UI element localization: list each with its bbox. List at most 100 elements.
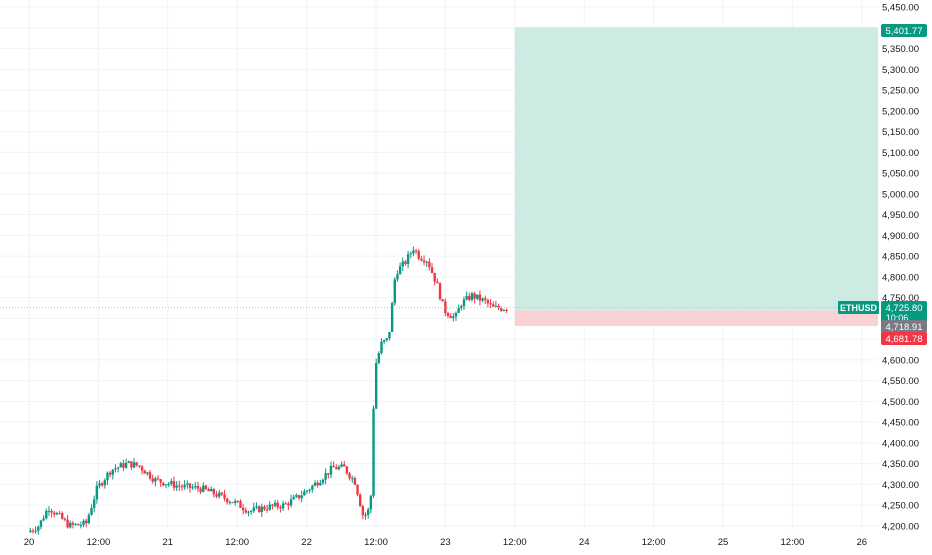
candle-body	[231, 502, 234, 504]
candle	[92, 495, 96, 513]
candle	[84, 518, 88, 528]
candle	[31, 528, 35, 534]
entry-price-label: 4,718.91	[886, 322, 923, 333]
candle-body	[319, 482, 322, 486]
candle	[295, 493, 298, 499]
candle	[241, 504, 245, 515]
candle-body	[305, 490, 309, 492]
candle-body	[335, 467, 338, 470]
candle-body	[82, 520, 85, 526]
candle	[239, 499, 242, 509]
candle	[34, 526, 37, 534]
price-tick-label: 4,550.00	[882, 376, 919, 387]
candle-body	[279, 507, 282, 509]
candle	[492, 301, 495, 307]
candle	[79, 521, 83, 529]
candle-body	[138, 465, 141, 467]
candle-body	[119, 463, 122, 468]
time-tick-label: 12:00	[364, 537, 388, 548]
candle-body	[199, 488, 202, 492]
candle-body	[406, 254, 410, 264]
candle-body	[324, 473, 327, 480]
candle	[236, 500, 240, 504]
candle	[143, 469, 146, 474]
candle	[50, 508, 53, 518]
candle-body	[465, 295, 468, 300]
candle	[393, 277, 396, 306]
candle-body	[143, 470, 146, 474]
candle-body	[276, 502, 279, 508]
candle-body	[311, 485, 314, 490]
candle	[215, 490, 218, 499]
price-tick-label: 5,300.00	[882, 65, 919, 76]
candle	[199, 486, 202, 495]
candle	[412, 246, 415, 257]
price-tick-label: 4,500.00	[882, 397, 919, 408]
time-tick-label: 23	[440, 537, 451, 548]
candle-body	[175, 485, 178, 488]
candle	[303, 488, 306, 496]
candlestick-series	[29, 246, 508, 535]
candle-body	[257, 506, 261, 513]
candle-body	[87, 514, 91, 524]
time-axis[interactable]: 20 12:00 21 12:00 22 12:00 23 12:00 24 12:00 25 12:…	[24, 537, 867, 548]
candle	[252, 502, 255, 513]
candle	[223, 489, 226, 502]
candle	[271, 503, 274, 510]
loss-zone[interactable]	[514, 310, 878, 326]
candle	[476, 294, 479, 301]
candle	[164, 484, 168, 489]
time-tick-label: 12:00	[87, 537, 111, 548]
candle	[372, 405, 375, 499]
candle	[343, 460, 346, 467]
candle	[255, 502, 258, 510]
candle-body	[84, 520, 88, 524]
candle	[87, 512, 91, 525]
candle	[366, 507, 370, 519]
candle	[284, 501, 287, 505]
candle	[316, 480, 319, 488]
candle	[162, 482, 165, 487]
time-tick-label: 12:00	[225, 537, 249, 548]
candle	[29, 527, 32, 533]
candle-body	[241, 507, 245, 511]
candle-body	[53, 512, 56, 515]
candle-body	[45, 510, 48, 519]
price-tick-label: 4,200.00	[882, 521, 919, 532]
candle-body	[414, 250, 418, 252]
candle-body	[428, 261, 431, 268]
candle	[396, 270, 399, 282]
candle	[247, 510, 250, 517]
candle-body	[215, 494, 218, 497]
candle	[69, 520, 72, 529]
candle-body	[135, 462, 138, 466]
candle	[39, 520, 43, 530]
stop-price-badge: 4,681.78	[881, 332, 927, 345]
candle-body	[343, 464, 346, 467]
candle	[281, 500, 285, 512]
candle	[438, 282, 442, 301]
position-zones[interactable]	[514, 27, 878, 326]
candle-body	[380, 341, 383, 354]
candle	[385, 337, 389, 343]
candle	[263, 504, 266, 511]
candle-body	[239, 501, 242, 508]
candle	[175, 481, 178, 492]
candle	[348, 472, 351, 481]
candle-body	[167, 483, 170, 485]
candle	[58, 510, 61, 515]
candle	[66, 515, 69, 529]
candle	[194, 482, 197, 490]
candle	[305, 489, 309, 494]
candle	[292, 494, 295, 500]
candle-body	[382, 340, 386, 342]
profit-zone[interactable]	[514, 27, 878, 311]
candle-body	[74, 523, 77, 525]
candle-body	[481, 298, 484, 301]
current-price-label: 4,725.80	[886, 303, 923, 314]
candle-body	[425, 261, 428, 263]
price-axis[interactable]: 5,450.005,400.005,350.005,300.005,250.00…	[882, 3, 919, 533]
candle	[374, 358, 378, 410]
